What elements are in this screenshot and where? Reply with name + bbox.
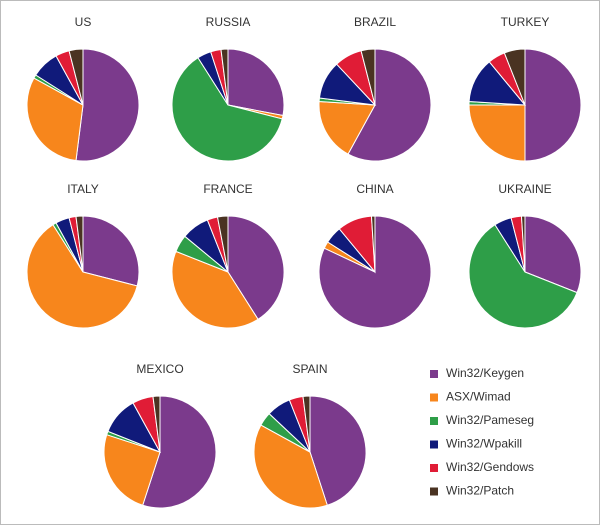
pie-slice (524, 48, 582, 162)
legend-label: Win32/Patch (446, 484, 514, 498)
pie-slice (370, 215, 376, 273)
pie-title: RUSSIA (206, 15, 251, 29)
legend-label: Win32/Gendows (446, 460, 534, 474)
pie-slice (220, 48, 229, 106)
legend-label: Win32/Wpakill (446, 437, 522, 451)
pie-slice (360, 48, 376, 106)
pie-slice (26, 77, 84, 162)
pie-title: UKRAINE (498, 182, 551, 196)
legend-swatch (430, 464, 438, 472)
pie-slice (68, 48, 84, 106)
pie-slice (524, 215, 582, 294)
pie-slice (503, 48, 526, 106)
legend-swatch (430, 487, 438, 496)
pie-slice (253, 424, 328, 509)
legend-label: ASX/Wimad (446, 390, 511, 404)
pie-slice (82, 215, 140, 287)
pie-slice (309, 395, 367, 506)
pie-title: US (75, 15, 92, 29)
pie-slice (171, 250, 259, 329)
pie-slice (75, 215, 84, 273)
pie-slice (103, 434, 161, 506)
pie-title: SPAIN (292, 362, 327, 376)
legend-swatch (430, 417, 438, 425)
legend-swatch (430, 370, 438, 378)
pie-slice (468, 104, 526, 162)
legend-label: Win32/Keygen (446, 366, 524, 380)
pie-title: BRAZIL (354, 15, 396, 29)
pie-slice (152, 395, 161, 453)
legend-swatch (430, 440, 438, 449)
pie-title: MEXICO (136, 362, 183, 376)
pie-slice (75, 48, 140, 162)
pie-slice (171, 57, 283, 162)
pie-slice (142, 395, 217, 509)
pie-slice (302, 395, 311, 453)
pie-title: FRANCE (203, 182, 252, 196)
pie-title: TURKEY (501, 15, 550, 29)
pie-slice (227, 48, 285, 117)
pie-slice (468, 224, 578, 329)
pie-slice (216, 215, 229, 273)
legend-label: Win32/Pameseg (446, 413, 534, 427)
pie-slice (347, 48, 432, 162)
legend-swatch (430, 393, 438, 402)
pie-title: CHINA (356, 182, 393, 196)
pie-slice (318, 215, 432, 329)
pie-slice (520, 215, 526, 273)
pie-slice (26, 224, 138, 329)
pie-title: ITALY (67, 182, 99, 196)
pie-slice (318, 100, 376, 155)
